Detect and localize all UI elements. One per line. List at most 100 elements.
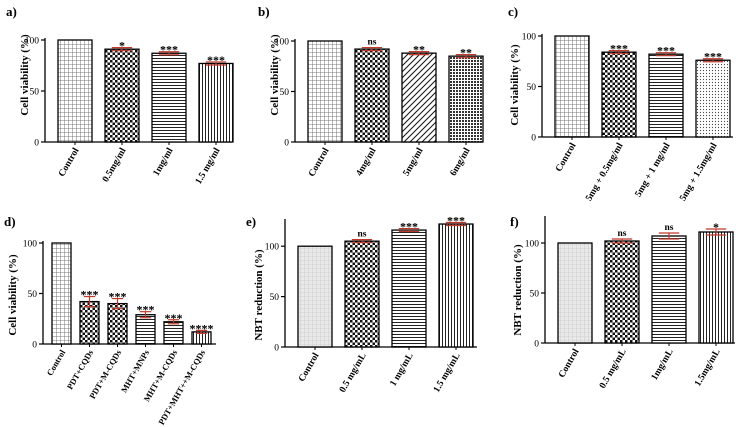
significance-label: *** bbox=[447, 214, 465, 228]
significance-label: ns bbox=[665, 223, 674, 233]
bar bbox=[344, 240, 380, 348]
y-tick-label: 100 bbox=[25, 37, 40, 47]
panel-e: e) NBT reduction (%) 0 50 100 Control ns 0.5 … bbox=[246, 214, 477, 395]
y-tick-label: 100 bbox=[522, 33, 537, 43]
panel-f-plot: 0 50 100 Control ns 0.5 mg/mL ns 1mg/mL * 1.5mg/m… bbox=[525, 216, 735, 390]
y-tick-label: 0 bbox=[274, 344, 279, 354]
significance-label: ** bbox=[413, 43, 425, 57]
panel-c-plot: 0 50 100 Control *** 5mg + 0.5mg/ml *** 5mg + 1… bbox=[522, 33, 733, 203]
bar bbox=[438, 223, 474, 348]
category-label: 4mg/ml bbox=[355, 146, 379, 178]
significance-label: *** bbox=[610, 42, 628, 56]
panel-e-label: e) bbox=[246, 214, 256, 229]
category-label: 0.5 mg/mL bbox=[338, 352, 369, 395]
category-label: MHT+MNPs bbox=[119, 347, 152, 394]
panel-b-ylabel: Cell viability (%) bbox=[269, 34, 281, 116]
category-label: Control bbox=[307, 146, 332, 179]
category-label: 5mg/ml bbox=[402, 146, 426, 178]
y-tick-label: 100 bbox=[275, 38, 290, 48]
bar bbox=[651, 235, 687, 344]
y-tick-label: 50 bbox=[530, 290, 540, 300]
significance-label: ns bbox=[358, 230, 367, 240]
panel-f-label: f) bbox=[510, 214, 519, 229]
category-label: 1.5 mg/mL bbox=[432, 352, 463, 395]
bar bbox=[698, 231, 734, 344]
y-tick-label: 100 bbox=[265, 243, 280, 253]
y-tick-label: 0 bbox=[534, 340, 539, 350]
y-tick-label: 0 bbox=[284, 139, 289, 149]
significance-label: *** bbox=[657, 44, 675, 58]
panel-d-plot: 050100Control***PDT+CQDs***PDT+M-CQDs***… bbox=[23, 240, 216, 427]
category-label: 1.5 mg/ml bbox=[194, 146, 223, 186]
y-tick-label: 0 bbox=[32, 341, 37, 351]
significance-label: * bbox=[119, 39, 125, 53]
bar bbox=[448, 55, 484, 143]
bar bbox=[151, 52, 187, 143]
y-tick-label: 100 bbox=[525, 240, 540, 250]
bar bbox=[557, 242, 593, 344]
category-label: 1.5mg/mL bbox=[693, 348, 722, 389]
category-label: Control bbox=[297, 351, 322, 384]
panel-d: d) Cell viability (%) 0 50 100 Control *** PD… bbox=[4, 214, 216, 427]
category-label: Control bbox=[44, 347, 67, 377]
panel-c: c) Cell viability (%) 0 50 100 Control *** 5m… bbox=[508, 4, 733, 203]
category-label: 0.5 mg/mL bbox=[598, 348, 629, 391]
bar bbox=[354, 48, 390, 143]
significance-label: ** bbox=[460, 46, 472, 60]
panel-c-label: c) bbox=[508, 4, 518, 19]
category-label: 5mg + 0.5mg/ml bbox=[584, 141, 625, 203]
y-tick-label: 0 bbox=[34, 139, 39, 149]
significance-label: *** bbox=[400, 220, 418, 234]
category-label: 5mg + 1 mg/ml bbox=[634, 141, 673, 199]
bar bbox=[107, 302, 128, 345]
category-label: 6mg/ml bbox=[449, 146, 473, 178]
bar bbox=[401, 52, 437, 143]
bar bbox=[307, 40, 343, 143]
category-label: 1 mg/mL bbox=[389, 352, 416, 389]
significance-label: *** bbox=[704, 50, 722, 64]
significance-label: *** bbox=[109, 290, 127, 304]
bar bbox=[297, 245, 333, 348]
bar bbox=[135, 314, 156, 345]
panel-a-label: a) bbox=[6, 4, 17, 19]
category-label: 0.5mg/ml bbox=[101, 146, 129, 184]
bar bbox=[198, 62, 234, 143]
significance-label: *** bbox=[207, 53, 225, 67]
bar bbox=[554, 35, 590, 138]
bar bbox=[163, 321, 184, 345]
panel-c-ylabel: Cell viability (%) bbox=[509, 44, 521, 126]
y-tick-label: 50 bbox=[280, 88, 290, 98]
panel-a: a) Cell viability (%) 0 50 100 Control * 0.5m… bbox=[6, 4, 234, 186]
bar bbox=[391, 229, 427, 348]
significance-label: *** bbox=[81, 288, 99, 302]
y-tick-label: 50 bbox=[270, 293, 280, 303]
y-tick-label: 50 bbox=[28, 290, 38, 300]
bar bbox=[695, 59, 731, 138]
category-label: Control bbox=[554, 141, 579, 174]
y-tick-label: 0 bbox=[531, 134, 536, 144]
significance-label: ns bbox=[368, 38, 377, 48]
category-label: 1mg/mL bbox=[650, 348, 676, 383]
y-tick-label: 100 bbox=[23, 240, 38, 250]
panel-f-ylabel: NBT reduction (%) bbox=[512, 244, 524, 336]
category-label: 1mg/ml bbox=[152, 146, 176, 178]
panel-d-ylabel: Cell viability (%) bbox=[7, 254, 19, 336]
bar bbox=[604, 240, 640, 344]
significance-label: ns bbox=[618, 229, 627, 239]
panel-f: f) NBT reduction (%) 0 50 100 Control ns 0.5 … bbox=[510, 214, 735, 390]
panel-e-ylabel: NBT reduction (%) bbox=[253, 249, 265, 341]
bar bbox=[57, 39, 93, 143]
bar bbox=[648, 53, 684, 138]
panel-a-plot: 0 50 100 Control * 0.5mg/ml *** 1mg/ml *** 1.5 mg… bbox=[25, 37, 234, 186]
category-label: Control bbox=[557, 347, 582, 380]
panel-b-plot: 0 50 100 Control ns 4mg/ml ** 5mg/ml ** 6mg/ml bbox=[275, 38, 484, 179]
bar bbox=[79, 300, 100, 345]
significance-label: *** bbox=[165, 311, 183, 325]
significance-label: *** bbox=[160, 43, 178, 57]
y-tick-label: 50 bbox=[30, 88, 40, 98]
panel-b: b) Cell viability (%) 0 50 100 Control ns 4mg… bbox=[258, 4, 484, 179]
panel-d-label: d) bbox=[4, 214, 16, 229]
category-label: 5mg + 1.5mg/ml bbox=[678, 141, 719, 203]
significance-label: *** bbox=[137, 303, 155, 317]
